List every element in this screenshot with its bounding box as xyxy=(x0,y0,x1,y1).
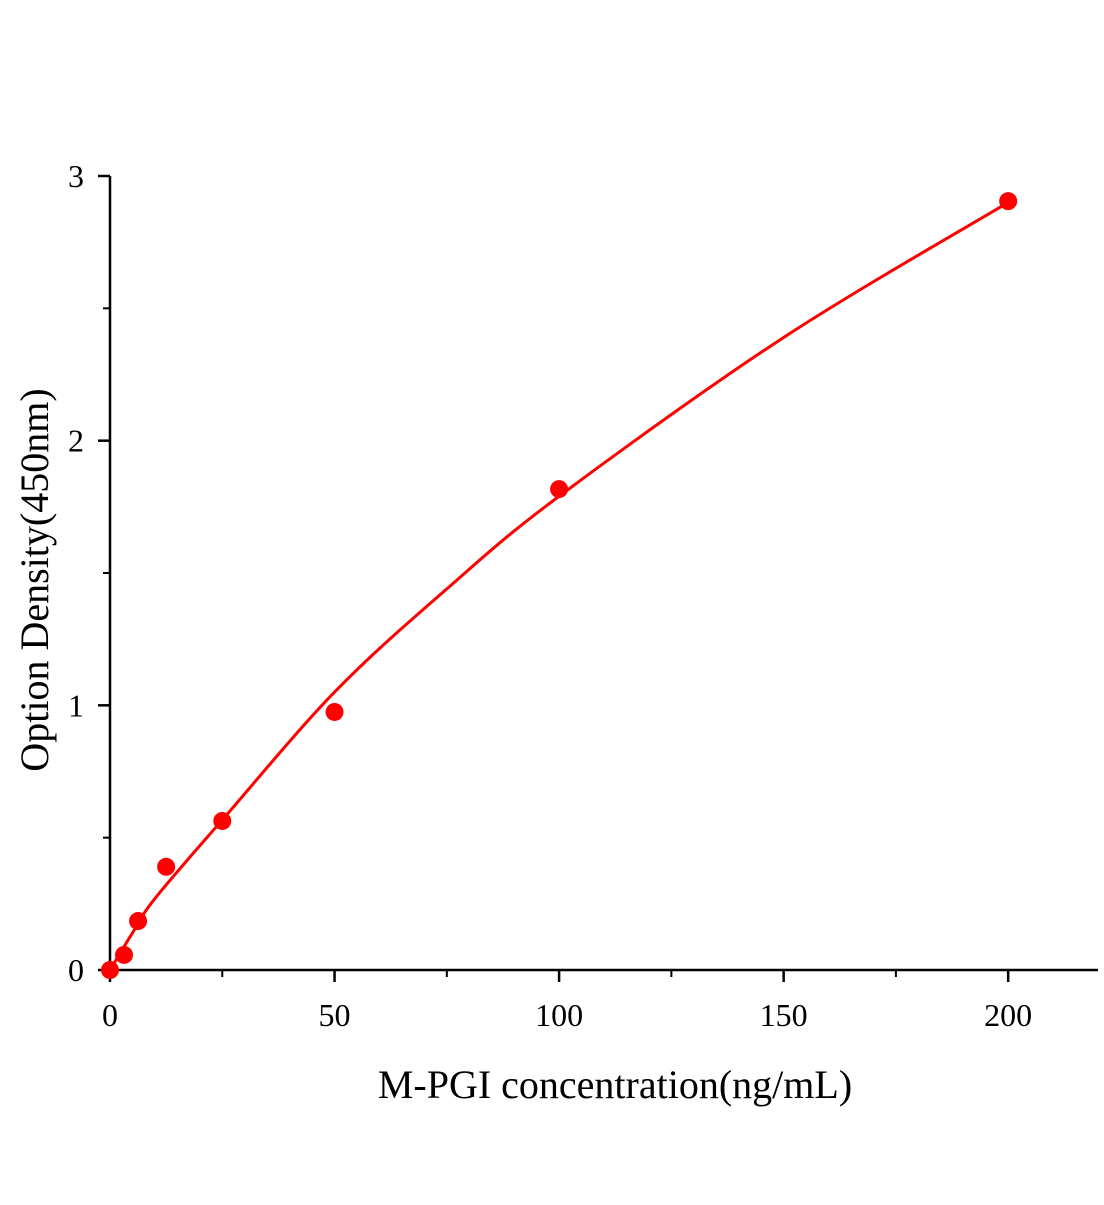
y-tick-label: 2 xyxy=(68,423,84,459)
data-point xyxy=(157,857,176,876)
axes: 0 50 100 150 200 0 1 2 3 xyxy=(68,158,1098,1033)
x-tick-label: 100 xyxy=(535,997,583,1033)
x-tick-label: 150 xyxy=(760,997,808,1033)
data-point xyxy=(999,192,1018,211)
x-tick-label: 0 xyxy=(102,997,118,1033)
data-point xyxy=(115,945,134,964)
y-tick-label: 0 xyxy=(68,952,84,988)
y-axis-label: Option Density(450nm) xyxy=(12,388,57,771)
data-point xyxy=(213,811,232,830)
data-point xyxy=(129,912,148,931)
x-tick-label: 50 xyxy=(319,997,351,1033)
data-points xyxy=(101,192,1018,979)
data-point xyxy=(101,961,119,979)
data-point xyxy=(550,480,569,499)
x-tick-label: 200 xyxy=(984,997,1032,1033)
y-tick-label: 3 xyxy=(68,158,84,194)
y-tick-label: 1 xyxy=(68,687,84,723)
x-axis-label: M-PGI concentration(ng/mL) xyxy=(378,1062,852,1107)
fit-curve xyxy=(108,201,1009,971)
data-point xyxy=(325,702,344,721)
